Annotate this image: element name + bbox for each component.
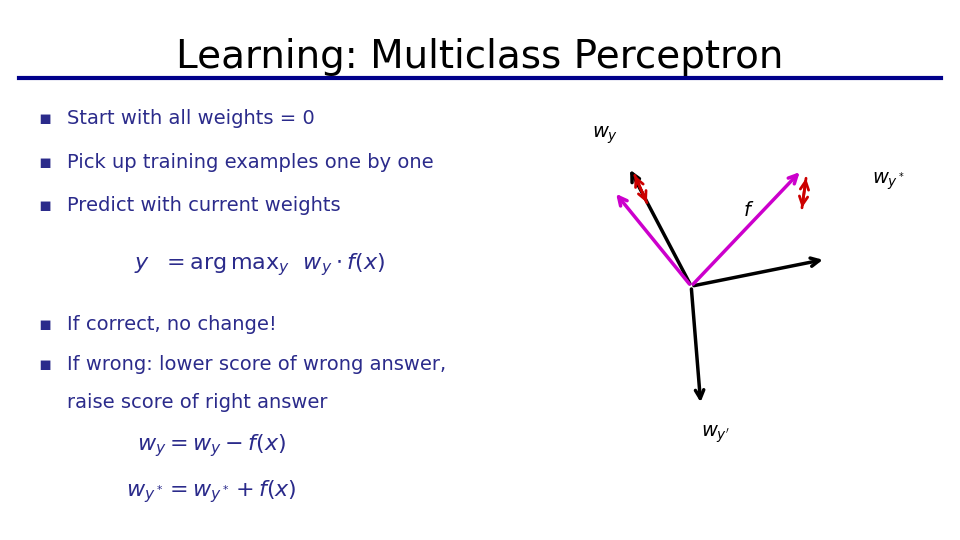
Text: Predict with current weights: Predict with current weights (67, 195, 341, 215)
Text: Pick up training examples one by one: Pick up training examples one by one (67, 152, 434, 172)
Text: Start with all weights = 0: Start with all weights = 0 (67, 109, 315, 129)
Text: $w_y = w_y - f(x)$: $w_y = w_y - f(x)$ (136, 432, 286, 459)
Text: If correct, no change!: If correct, no change! (67, 314, 276, 334)
Text: raise score of right answer: raise score of right answer (67, 393, 327, 412)
Text: $w_{y^*}$: $w_{y^*}$ (872, 170, 904, 192)
Text: ▪: ▪ (38, 355, 52, 374)
Text: $w_y$: $w_y$ (591, 124, 618, 146)
Text: ▪: ▪ (38, 314, 52, 334)
Text: $w_{y^*} = w_{y^*} + f(x)$: $w_{y^*} = w_{y^*} + f(x)$ (126, 478, 297, 505)
Text: ▪: ▪ (38, 195, 52, 215)
Text: $f$: $f$ (743, 201, 755, 220)
Text: Learning: Multiclass Perceptron: Learning: Multiclass Perceptron (177, 38, 783, 76)
Text: If wrong: lower score of wrong answer,: If wrong: lower score of wrong answer, (67, 355, 446, 374)
Text: $w_{y'}$: $w_{y'}$ (701, 424, 730, 446)
Text: ▪: ▪ (38, 152, 52, 172)
Text: $y\ \ = \mathrm{arg\,max}_{y}\ \ w_y \cdot f(x)$: $y\ \ = \mathrm{arg\,max}_{y}\ \ w_y \cd… (133, 251, 385, 278)
Text: ▪: ▪ (38, 109, 52, 129)
